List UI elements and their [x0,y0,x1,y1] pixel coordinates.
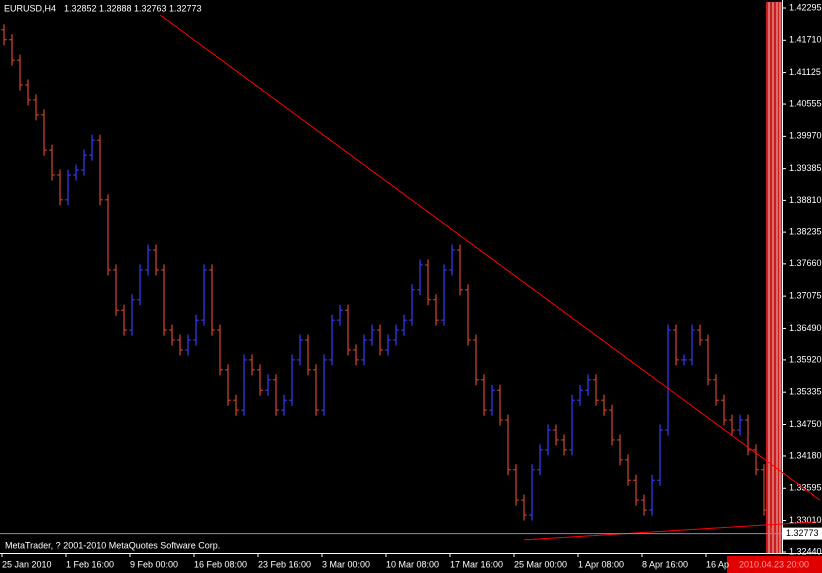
separator-block [766,2,782,553]
y-tick-label: 1.38235 [789,226,822,236]
cursor-time: 2010.04.23 20:00 [739,559,809,569]
y-tick-label: 1.42295 [789,2,822,12]
trend-line [523,521,821,541]
y-tick-label: 1.33595 [789,483,822,493]
header-high: 1.32888 [99,3,132,13]
y-tick-label: 1.39970 [789,131,822,141]
symbol-label: EURUSD,H4 [4,3,56,13]
x-tick-label: 23 Feb 16:00 [258,559,311,569]
y-tick-label: 1.34180 [789,450,822,460]
x-tick-label: 1 Feb 16:00 [66,559,114,569]
y-tick-label: 1.37075 [789,291,822,301]
y-tick-label: 1.34750 [789,419,822,429]
y-tick-label: 1.36490 [789,323,822,333]
y-tick-label: 1.35920 [789,354,822,364]
y-tick-label: 1.40555 [789,98,822,108]
price-box [783,527,822,540]
header-close: 1.32773 [169,3,202,13]
x-tick-label: 25 Jan 2010 [2,559,52,569]
y-tick-label: 1.35335 [789,387,822,397]
x-tick-label: 25 Mar 00:00 [514,559,567,569]
y-tick-label: 1.37660 [789,258,822,268]
y-tick-label: 1.32440 [789,546,822,556]
y-tick-label: 1.33010 [789,515,822,525]
copyright: MetaTrader, ? 2001-2010 MetaQuotes Softw… [5,540,220,550]
x-tick-label: 10 Mar 08:00 [386,559,439,569]
header-low: 1.32763 [134,3,167,13]
header-open: 1.32852 [64,3,97,13]
x-tick-label: 1 Apr 08:00 [578,559,624,569]
x-tick-label: 16 Feb 08:00 [194,559,247,569]
x-tick-label: 8 Apr 16:00 [642,559,688,569]
trend-line [159,14,821,501]
cursor-time-box [727,556,822,573]
y-tick-label: 1.39385 [789,163,822,173]
x-tick-label: 9 Feb 00:00 [130,559,178,569]
y-tick-label: 1.41710 [789,35,822,45]
x-tick-label: 16 Ap [706,559,729,569]
y-tick-label: 1.41125 [789,67,821,77]
period-separators [766,2,782,553]
price-label: 1.32773 [786,528,819,538]
y-tick-label: 1.38810 [789,195,822,205]
x-tick-label: 3 Mar 00:00 [322,559,370,569]
x-tick-label: 17 Mar 16:00 [450,559,503,569]
